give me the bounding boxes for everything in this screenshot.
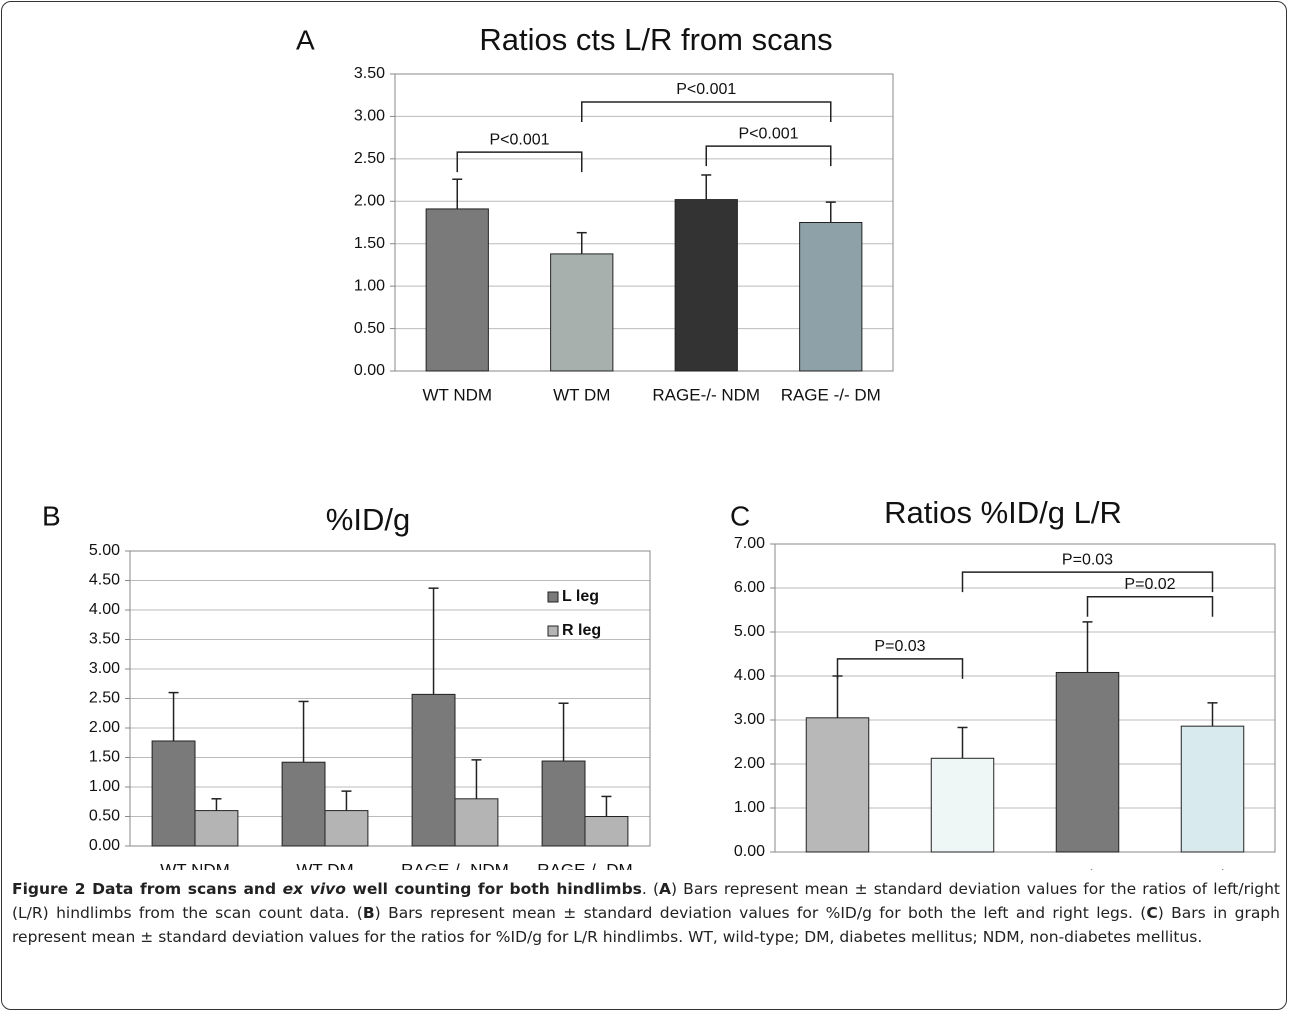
- x-tick-label: WT DM: [296, 860, 353, 870]
- plot-area: [129, 550, 651, 847]
- bar: [425, 208, 489, 372]
- y-tick-label: 0.00: [89, 837, 120, 854]
- bar: [411, 693, 456, 847]
- plot-area: [394, 73, 894, 372]
- legend-label: L leg: [562, 588, 599, 605]
- caption-text: A: [659, 880, 672, 898]
- y-tick-label: 2.50: [354, 150, 385, 167]
- y-tick-label: 6.00: [734, 579, 765, 596]
- caption-text: ) Bars represent mean ± standard deviati…: [12, 880, 1281, 922]
- significance-bracket: [836, 658, 964, 679]
- y-tick-label: 0.50: [89, 808, 120, 825]
- y-tick-label: 3.00: [734, 711, 765, 728]
- x-tick-label: RAGE -/- DM: [781, 385, 881, 404]
- caption-text: well counting for both hindlimbs: [345, 880, 642, 898]
- significance-bracket: [961, 571, 1214, 593]
- bar: [324, 810, 369, 847]
- y-tick-label: 2.00: [734, 755, 765, 772]
- significance-label: P=0.03: [1062, 551, 1113, 568]
- panel-label: B: [42, 500, 61, 531]
- y-tick-label: 5.00: [89, 542, 120, 559]
- bar: [799, 222, 863, 372]
- significance-label: P<0.001: [676, 81, 736, 98]
- y-tick-label: 3.50: [89, 631, 120, 648]
- significance-bracket: [456, 151, 583, 173]
- chart-title: Ratios cts L/R from scans: [479, 22, 832, 57]
- caption-text: B: [362, 904, 375, 922]
- x-tick-label: RAGE-/- NDM: [401, 860, 509, 870]
- panel-label: C: [730, 500, 750, 531]
- y-tick-label: 3.00: [89, 660, 120, 677]
- significance-label: P=0.03: [874, 638, 925, 655]
- y-tick-label: 7.00: [734, 535, 765, 552]
- y-tick-label: 3.50: [354, 65, 385, 82]
- caption-text: ) Bars represent mean ± standard deviati…: [374, 904, 1147, 922]
- x-tick-label: RAGE-/- NDM: [652, 385, 760, 404]
- y-tick-label: 3.00: [354, 108, 385, 125]
- y-tick-label: 0.00: [734, 843, 765, 860]
- bar: [194, 810, 239, 847]
- y-tick-label: 0.50: [354, 320, 385, 337]
- x-tick-label: WT NDM: [803, 866, 873, 870]
- y-tick-label: 4.00: [89, 601, 120, 618]
- y-tick-label: 1.00: [354, 277, 385, 294]
- significance-label: P<0.001: [738, 125, 798, 142]
- bar: [805, 717, 870, 853]
- legend-label: R leg: [562, 622, 601, 639]
- bar: [281, 761, 326, 847]
- x-tick-label: WT DM: [553, 385, 610, 404]
- bar: [674, 199, 738, 372]
- caption-text: ) Bars in graph represent mean ± standar…: [12, 904, 1280, 946]
- charts: A Ratios cts L/R from scans 0.00 0.50 1.00 1.…: [42, 22, 1276, 870]
- bar: [151, 740, 196, 847]
- bar: [1180, 725, 1245, 853]
- bar: [454, 798, 499, 847]
- y-tick-label: 2.50: [89, 690, 120, 707]
- y-tick-label: 4.00: [734, 667, 765, 684]
- bar: [550, 253, 614, 372]
- y-tick-label: 0.00: [354, 362, 385, 379]
- caption-text: C: [1146, 904, 1158, 922]
- x-tick-label: WT NDM: [422, 385, 492, 404]
- significance-bracket: [1086, 596, 1214, 617]
- bar: [584, 816, 629, 847]
- y-tick-label: 2.00: [89, 719, 120, 736]
- x-tick-label: RAGE-/- DM: [537, 860, 632, 870]
- bar: [1055, 671, 1120, 853]
- significance-bracket: [581, 101, 832, 123]
- y-tick-label: 4.50: [89, 572, 120, 589]
- y-tick-label: 1.50: [89, 749, 120, 766]
- x-tick-label: RAGE-/- NDM: [1034, 866, 1142, 870]
- significance-bracket: [705, 145, 832, 167]
- caption: Figure 2 Data from scans and ex vivo wel…: [12, 877, 1280, 949]
- caption-text: . (: [641, 880, 660, 898]
- chart-title: %ID/g: [326, 502, 410, 537]
- bar: [541, 760, 586, 847]
- chart-title: Ratios %ID/g L/R: [884, 495, 1122, 530]
- y-tick-label: 5.00: [734, 623, 765, 640]
- significance-label: P<0.001: [489, 131, 549, 148]
- y-tick-label: 2.00: [354, 193, 385, 210]
- significance-label: P=0.02: [1124, 576, 1175, 593]
- caption-text: Figure 2 Data from scans and: [12, 880, 283, 898]
- x-tick-label: WT NDM: [160, 860, 230, 870]
- y-tick-label: 1.00: [89, 778, 120, 795]
- caption-text: ex vivo: [282, 880, 346, 898]
- bar: [930, 757, 995, 853]
- legend-swatch: [547, 591, 559, 603]
- y-tick-label: 1.00: [734, 799, 765, 816]
- caption-title: Figure 2 Data from scans and ex vivo wel…: [12, 880, 642, 898]
- plot-area: [774, 543, 1276, 853]
- panel-label: A: [296, 24, 315, 55]
- x-tick-label: WT DM: [934, 866, 991, 870]
- y-tick-label: 1.50: [354, 235, 385, 252]
- x-tick-label: RAGE-/- DM: [1165, 866, 1260, 870]
- legend-swatch: [547, 625, 559, 637]
